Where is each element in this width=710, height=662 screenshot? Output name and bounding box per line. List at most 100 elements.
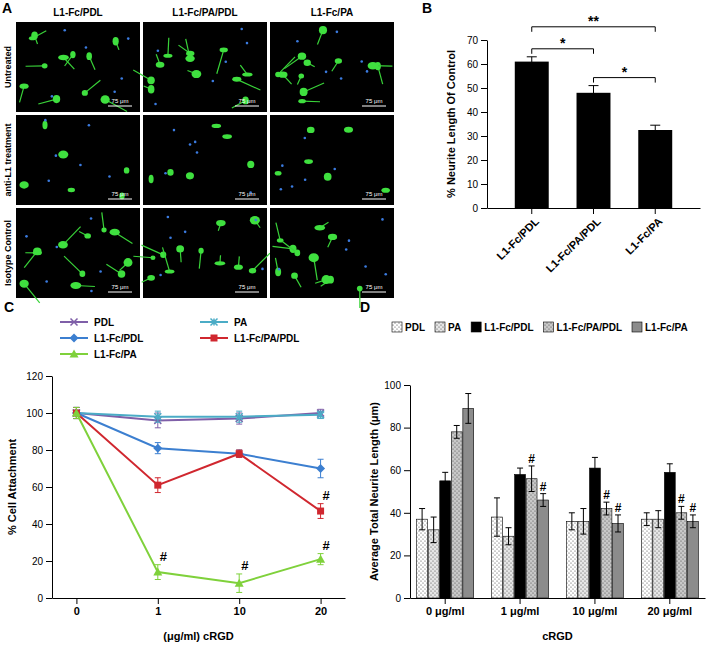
row-label: Isotype Control <box>3 220 13 286</box>
column-header: L1-Fc/PDL <box>53 7 102 18</box>
tick: 80 <box>32 445 52 456</box>
tick-label: 10 μg/ml <box>573 605 618 617</box>
legend-item: PA <box>435 322 461 333</box>
tick-mark <box>46 487 52 488</box>
legend-item: PDL <box>60 317 114 328</box>
neurite-decoration <box>162 247 169 271</box>
y-axis-title: % Cell Attachment <box>6 439 18 536</box>
legend-label: L1-Fc/PA <box>645 322 688 333</box>
nucleus-decoration <box>280 188 283 191</box>
nucleus-decoration <box>278 268 281 271</box>
nucleus-decoration <box>261 268 264 271</box>
cell-decoration <box>186 51 194 56</box>
legend-label: PDL <box>405 322 425 333</box>
error-bar <box>540 494 546 507</box>
nucleus-decoration <box>63 29 66 32</box>
marker <box>235 579 244 587</box>
legend-label: L1-Fc/PDL <box>94 333 143 344</box>
cell-decoration <box>149 175 154 184</box>
tick: 20 <box>467 155 487 166</box>
tick: 20 μg/ml <box>647 598 692 617</box>
micrograph: 75 μm <box>16 115 140 205</box>
tick-label: 30 <box>467 131 479 142</box>
tick: L1-Fc/PDL <box>494 208 541 262</box>
cell-decoration <box>167 169 173 176</box>
error-bar <box>580 509 586 535</box>
plot-area <box>72 407 325 592</box>
nucleus-decoration <box>55 246 58 249</box>
marker <box>316 555 325 563</box>
tick-mark <box>481 88 487 89</box>
scale-bar <box>362 292 386 293</box>
line <box>76 413 320 469</box>
cell-decoration <box>309 253 319 262</box>
axis-line <box>410 386 411 599</box>
tick-mark <box>239 598 240 604</box>
error-bar <box>527 57 537 67</box>
cell-decoration <box>368 62 379 70</box>
legend-item: L1-Fc/PA/PDL <box>200 333 299 344</box>
scale-bar <box>362 106 386 107</box>
bar <box>641 519 652 598</box>
cell-decoration <box>110 229 120 236</box>
legend-item: L1-Fc/PA/PDL <box>544 322 622 333</box>
row-label: anti-L1 treatment <box>3 123 13 196</box>
cell-decoration <box>247 161 254 168</box>
tick-mark <box>481 208 487 209</box>
cell-decoration <box>86 52 92 60</box>
cell-decoration <box>344 127 353 133</box>
marker <box>73 410 80 417</box>
cell-decoration <box>70 282 81 289</box>
nucleus-decoration <box>255 219 258 222</box>
significance-label: * <box>560 35 566 51</box>
cell-decoration <box>328 234 337 240</box>
nucleus-decoration <box>79 164 82 167</box>
cell-decoration <box>53 95 60 103</box>
scale-bar <box>235 292 259 293</box>
bar <box>577 93 611 208</box>
tick-label: L1-Fc/PDL <box>494 215 541 262</box>
nucleus-decoration <box>296 40 299 43</box>
cell-decoration <box>381 188 390 193</box>
cell-decoration <box>186 172 194 179</box>
scale-bar-label: 75 μm <box>239 191 256 197</box>
x-axis: 0 μg/ml1 μg/ml10 μg/ml20 μg/ml <box>411 598 706 617</box>
nucleus-decoration <box>167 216 170 219</box>
cell-decoration <box>298 53 306 60</box>
legend-item: PA <box>200 317 247 328</box>
legend-label: L1-Fc/PA/PDL <box>234 333 299 344</box>
bar <box>440 481 451 598</box>
error-bar <box>644 513 650 526</box>
legend-item: L1-Fc/PDL <box>60 333 143 344</box>
cell-decoration <box>156 62 165 68</box>
tick-mark <box>481 40 487 41</box>
nucleus-decoration <box>384 273 387 276</box>
tick-mark <box>655 208 656 214</box>
tick-mark <box>404 385 410 386</box>
nucleus-decoration <box>169 236 172 239</box>
tick-label: 20 <box>390 550 402 561</box>
nucleus-decoration <box>224 60 227 63</box>
line <box>76 413 320 417</box>
cell-decoration <box>198 248 203 254</box>
cell-decoration <box>31 32 38 40</box>
error-bar <box>569 513 575 530</box>
tick-label: 60 <box>467 59 479 70</box>
micrograph-background <box>270 22 394 112</box>
tick-mark <box>594 598 595 604</box>
cell-decoration <box>324 173 332 181</box>
cell-decoration <box>250 216 260 224</box>
tick-mark <box>158 598 159 604</box>
nucleus-decoration <box>212 80 215 83</box>
tick-mark <box>46 413 52 414</box>
tick: 40 <box>467 107 487 118</box>
nucleus-decoration <box>184 231 187 234</box>
cell-decoration <box>212 124 222 128</box>
scale-bar-label: 75 μm <box>112 191 129 197</box>
tick-label: 100 <box>26 408 43 419</box>
tick-label: 120 <box>26 371 43 382</box>
annotation: # <box>528 452 535 466</box>
cell-decoration <box>242 72 252 76</box>
tick: L1-Fc/PA/PDL <box>543 208 603 274</box>
tick-mark <box>46 561 52 562</box>
